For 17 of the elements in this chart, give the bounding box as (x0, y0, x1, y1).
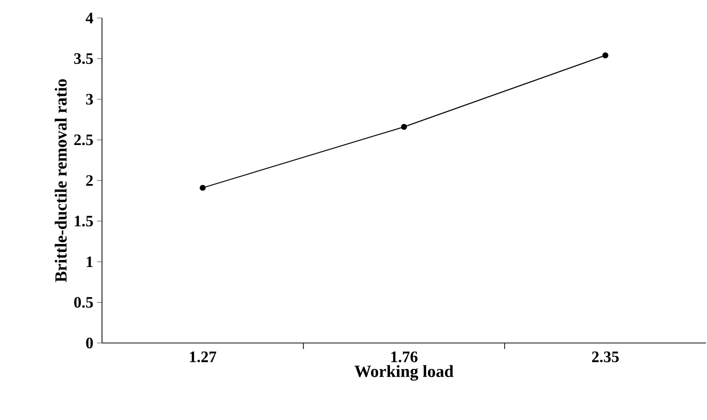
point (200, 184, 206, 191)
point (401, 124, 407, 130)
y-tick-label: 4 (86, 12, 94, 24)
y-tick-label: 1.5 (74, 216, 93, 226)
y-tick-label: 3.5 (74, 53, 93, 64)
x-tick-label: 2.35 (592, 352, 619, 362)
x-tick-label: 1.76 (391, 352, 418, 362)
y-tick-label: 2.5 (74, 134, 93, 146)
y-tick-label: 1 (86, 256, 93, 268)
y-tick-label: 2 (86, 175, 93, 186)
x-axis-title: Working load (354, 365, 454, 381)
y-tick-label: 3 (86, 94, 93, 105)
y-tick-label: 0.5 (74, 296, 93, 308)
point (602, 52, 608, 58)
x-tick-label: 1.27 (190, 352, 216, 362)
y-tick-label: 0 (86, 338, 93, 348)
y-axis-title: Brittle-ductile removal ratio (54, 79, 67, 282)
